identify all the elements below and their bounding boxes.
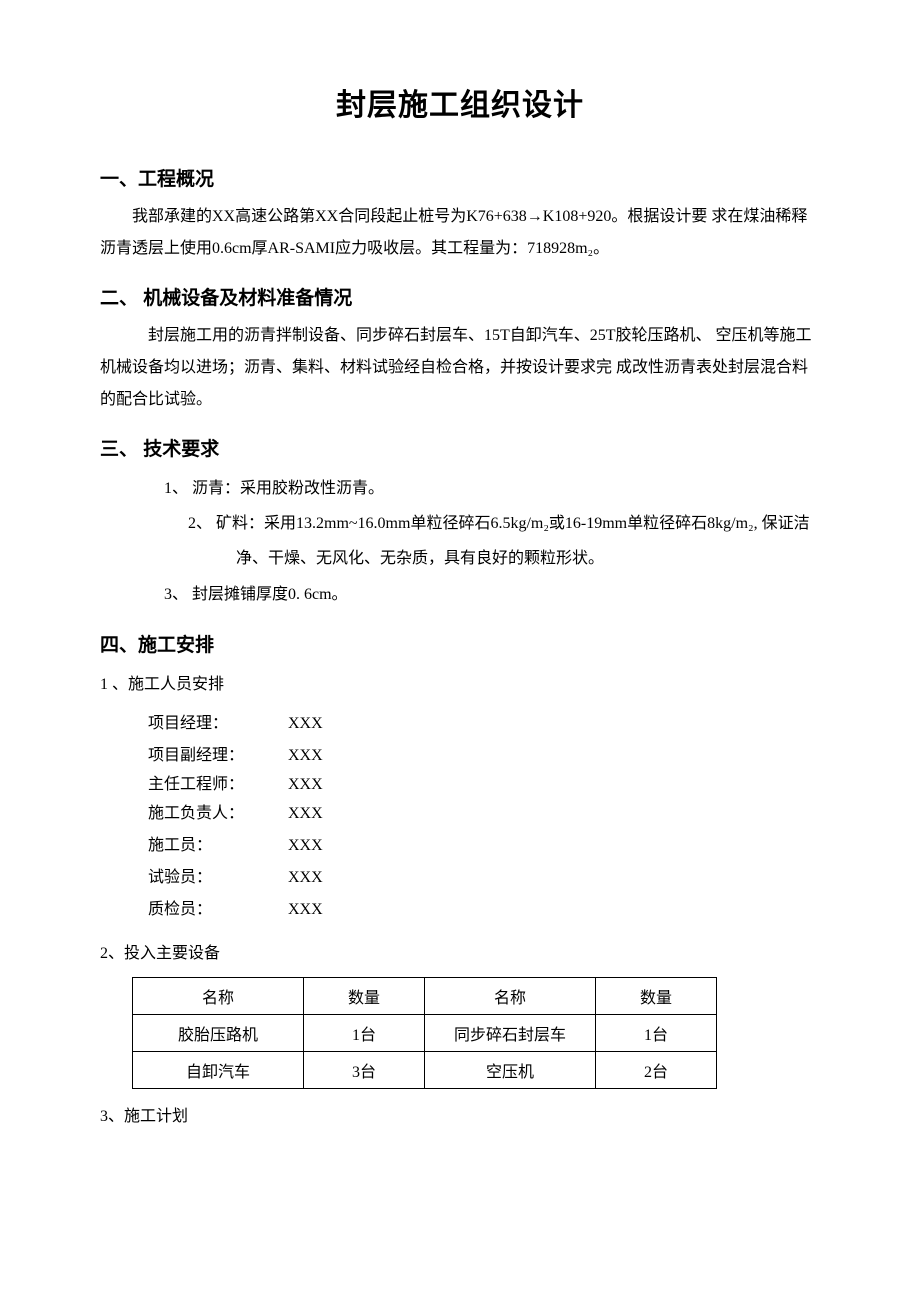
personnel-row: 主任工程师： XXX [148,772,820,798]
document-title: 封层施工组织设计 [100,80,820,124]
personnel-role: 质检员： [148,894,288,926]
section-3-heading: 三、 技术要求 [100,434,820,461]
table-header-row: 名称 数量 名称 数量 [133,977,717,1014]
section-3-item-2: 2、 矿料：采用13.2mm~16.0mm单粒径碎石6.5kg/m₂或16-19… [188,506,820,576]
table-cell: 自卸汽车 [133,1051,304,1088]
table-cell: 3台 [304,1051,425,1088]
personnel-name: XXX [288,894,323,926]
personnel-row: 施工员： XXX [148,830,820,862]
table-cell: 1台 [596,1014,717,1051]
section-4-sub3-label: 3、施工计划 [100,1099,820,1134]
table-header-cell: 名称 [133,977,304,1014]
section-3-item-3: 3、 封层摊铺厚度0. 6cm。 [140,577,820,612]
section-2-heading: 二、 机械设备及材料准备情况 [100,283,820,310]
table-cell: 1台 [304,1014,425,1051]
table-row: 自卸汽车 3台 空压机 2台 [133,1051,717,1088]
personnel-name: XXX [288,798,323,830]
table-cell: 胶胎压路机 [133,1014,304,1051]
personnel-row: 项目经理： XXX [148,708,820,740]
table-header-cell: 数量 [304,977,425,1014]
personnel-role: 试验员： [148,862,288,894]
personnel-row: 试验员： XXX [148,862,820,894]
personnel-role: 项目经理： [148,708,288,740]
personnel-role: 主任工程师： [148,772,288,798]
personnel-role: 施工员： [148,830,288,862]
table-header-cell: 数量 [596,977,717,1014]
section-1-paragraph: 我部承建的XX高速公路第XX合同段起止桩号为K76+638→K108+920。根… [100,201,820,265]
table-cell: 同步碎石封层车 [425,1014,596,1051]
section-4-sub1-label: 1 、施工人员安排 [100,667,820,702]
section-1-heading: 一、工程概况 [100,164,820,191]
personnel-role: 施工负责人： [148,798,288,830]
table-header-cell: 名称 [425,977,596,1014]
section-4-heading: 四、施工安排 [100,630,820,657]
section-2-paragraph: 封层施工用的沥青拌制设备、同步碎石封层车、15T自卸汽车、25T胶轮压路机、 空… [100,320,820,416]
personnel-name: XXX [288,862,323,894]
personnel-row: 施工负责人： XXX [148,798,820,830]
section-3-item-1: 1、 沥青：采用胶粉改性沥青。 [140,471,820,506]
personnel-name: XXX [288,708,323,740]
table-row: 胶胎压路机 1台 同步碎石封层车 1台 [133,1014,717,1051]
section-4-sub2-label: 2、投入主要设备 [100,936,820,971]
personnel-row: 质检员： XXX [148,894,820,926]
table-cell: 空压机 [425,1051,596,1088]
personnel-name: XXX [288,772,323,798]
personnel-name: XXX [288,830,323,862]
personnel-name: XXX [288,740,323,772]
equipment-table: 名称 数量 名称 数量 胶胎压路机 1台 同步碎石封层车 1台 自卸汽车 3台 … [132,977,717,1089]
document-page: 封层施工组织设计 一、工程概况 我部承建的XX高速公路第XX合同段起止桩号为K7… [0,0,920,1302]
personnel-role: 项目副经理： [148,740,288,772]
personnel-row: 项目副经理： XXX [148,740,820,772]
table-cell: 2台 [596,1051,717,1088]
